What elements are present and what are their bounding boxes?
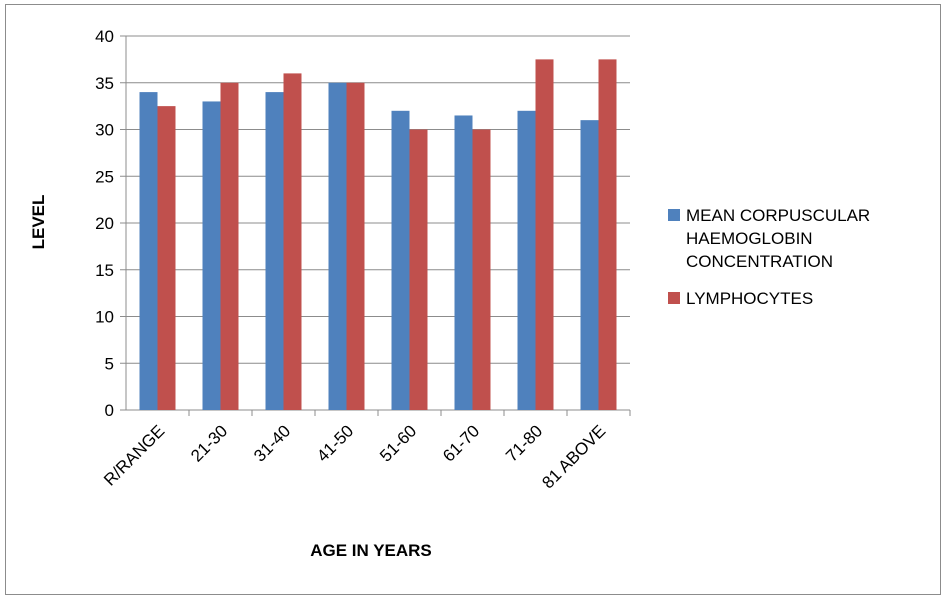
bar-lymphocytes xyxy=(535,59,554,410)
y-axis-title: LEVEL xyxy=(29,195,48,250)
y-tick-label: 40 xyxy=(95,27,114,46)
bar-mchc xyxy=(517,110,536,411)
x-tick-label: 51-60 xyxy=(376,421,420,465)
bar-mchc xyxy=(454,115,473,410)
x-tick-label: 21-30 xyxy=(187,421,231,465)
legend-swatch-mchc xyxy=(668,209,680,221)
x-tick-label: 71-80 xyxy=(502,421,546,465)
bar-mchc xyxy=(580,120,599,411)
bar-lymphocytes xyxy=(472,129,491,410)
y-tick-label: 15 xyxy=(95,261,114,280)
bar-lymphocytes xyxy=(409,129,428,410)
x-tick-label: 41-50 xyxy=(313,421,357,465)
x-axis-title: AGE IN YEARS xyxy=(310,541,432,560)
x-tick-label: 81 ABOVE xyxy=(538,421,609,492)
x-tick-label: 31-40 xyxy=(250,421,294,465)
bar-mchc xyxy=(139,92,158,410)
y-tick-label: 30 xyxy=(95,121,114,140)
legend-label-lymphocytes: LYMPHOCYTES xyxy=(686,289,814,308)
y-tick-label: 0 xyxy=(105,401,114,420)
bar-mchc xyxy=(328,82,347,410)
bar-mchc xyxy=(391,110,410,411)
bar-lymphocytes xyxy=(157,106,176,410)
y-tick-label: 10 xyxy=(95,308,114,327)
legend-item-mchc: MEAN CORPUSCULAR HAEMOGLOBIN CONCENTRATI… xyxy=(668,204,938,273)
y-tick-label: 25 xyxy=(95,167,114,186)
bars xyxy=(139,59,617,411)
x-tick-label: R/RANGE xyxy=(100,421,168,489)
bar-lymphocytes xyxy=(346,82,365,410)
legend: MEAN CORPUSCULAR HAEMOGLOBIN CONCENTRATI… xyxy=(668,204,938,324)
x-tick-label: 61-70 xyxy=(439,421,483,465)
gridlines xyxy=(126,35,630,364)
bar-mchc xyxy=(202,101,221,410)
bar-lymphocytes xyxy=(283,73,302,411)
bar-lymphocytes xyxy=(598,59,617,410)
bar-lymphocytes xyxy=(220,82,239,410)
y-tick-labels: 0 5 10 15 20 25 30 35 40 xyxy=(95,27,114,420)
legend-swatch-lymphocytes xyxy=(668,292,680,304)
y-tick-label: 5 xyxy=(105,354,114,373)
legend-item-lymphocytes: LYMPHOCYTES xyxy=(668,287,938,310)
y-tick-label: 20 xyxy=(95,214,114,233)
y-tick-label: 35 xyxy=(95,74,114,93)
legend-label-mchc: MEAN CORPUSCULAR HAEMOGLOBIN CONCENTRATI… xyxy=(686,206,871,271)
x-tick-labels: R/RANGE 21-30 31-40 41-50 51-60 61-70 71-8081 … xyxy=(100,421,609,492)
bar-mchc xyxy=(265,92,284,410)
